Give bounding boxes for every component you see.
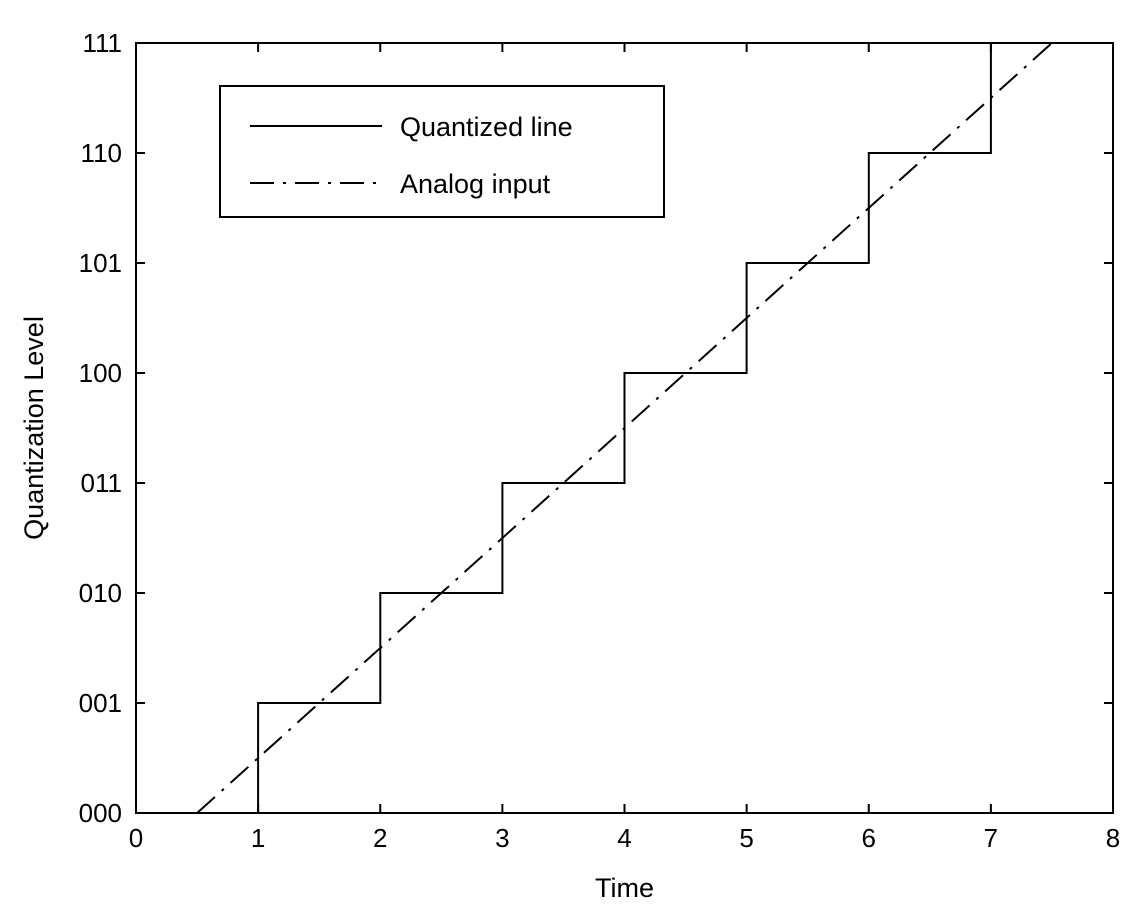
plot-content bbox=[196, 42, 1053, 814]
x-axis-title: Time bbox=[595, 873, 654, 903]
x-axis-ticks: 0 1 2 3 4 5 6 7 8 bbox=[129, 43, 1120, 853]
x-tick-label: 1 bbox=[251, 823, 265, 853]
x-tick-label: 3 bbox=[495, 823, 509, 853]
x-tick-label: 4 bbox=[617, 823, 631, 853]
y-axis-ticks: 000 001 010 011 100 101 110 111 bbox=[79, 28, 1113, 828]
y-tick-label: 001 bbox=[79, 688, 122, 718]
y-tick-label: 000 bbox=[79, 798, 122, 828]
legend-label-analog-input: Analog input bbox=[400, 169, 551, 199]
x-tick-label: 8 bbox=[1106, 823, 1120, 853]
y-tick-label: 011 bbox=[81, 468, 122, 498]
y-axis-title: Quantization Level bbox=[19, 316, 49, 540]
legend-box bbox=[219, 85, 665, 218]
legend: Quantized line Analog input bbox=[219, 85, 665, 218]
y-tick-label: 100 bbox=[79, 358, 122, 388]
y-tick-label: 101 bbox=[79, 248, 122, 278]
legend-label-quantized-line: Quantized line bbox=[400, 112, 573, 142]
y-tick-label: 110 bbox=[81, 138, 122, 168]
y-tick-label: 010 bbox=[79, 578, 122, 608]
x-tick-label: 7 bbox=[984, 823, 998, 853]
x-tick-label: 5 bbox=[739, 823, 753, 853]
x-tick-label: 2 bbox=[373, 823, 387, 853]
y-tick-label: 111 bbox=[82, 28, 122, 58]
series-analog-input bbox=[196, 42, 1053, 814]
x-tick-label: 6 bbox=[862, 823, 876, 853]
x-tick-label: 0 bbox=[129, 823, 143, 853]
